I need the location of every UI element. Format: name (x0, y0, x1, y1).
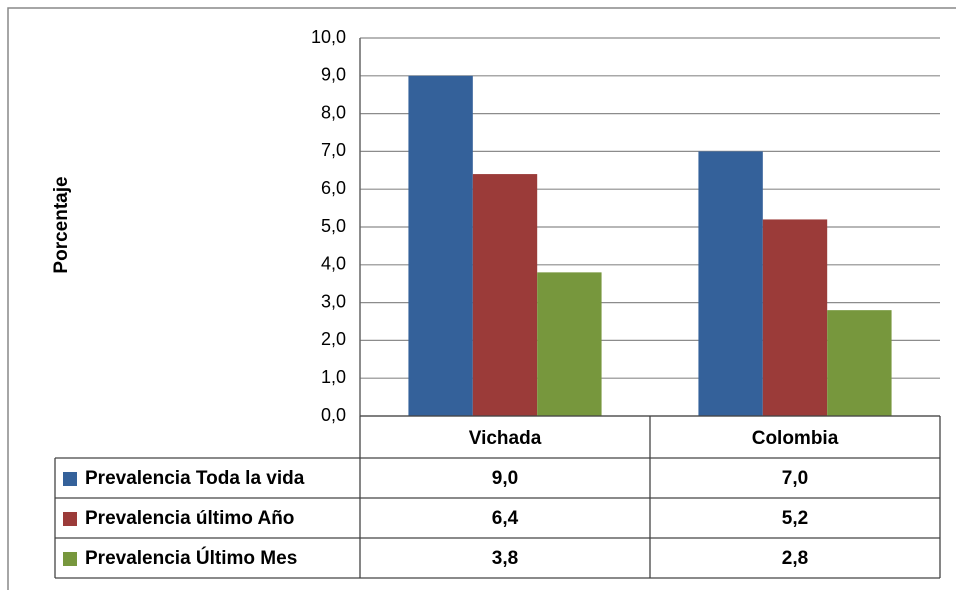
table-cell: 3,8 (492, 548, 518, 569)
y-tick-label: 9,0 (321, 65, 346, 85)
table-header: Colombia (752, 428, 839, 449)
y-tick-label: 7,0 (321, 140, 346, 160)
y-tick-label: 0,0 (321, 405, 346, 425)
bar (698, 151, 763, 416)
y-tick-label: 3,0 (321, 291, 346, 311)
legend-label: Prevalencia último Año (85, 508, 294, 529)
table-cell: 2,8 (782, 548, 808, 569)
table-cell: 9,0 (492, 468, 518, 489)
legend-label: Prevalencia Último Mes (85, 547, 297, 569)
legend-swatch (63, 512, 77, 526)
table-cell: 5,2 (782, 508, 808, 529)
bar (472, 174, 538, 416)
y-tick-label: 8,0 (321, 102, 346, 122)
y-axis-label: Porcentaje (51, 176, 72, 273)
y-tick-label: 1,0 (321, 367, 346, 387)
table-cell: 6,4 (492, 508, 519, 529)
bar (408, 75, 473, 417)
bar (827, 310, 892, 416)
y-tick-label: 5,0 (321, 216, 346, 236)
table-cell: 7,0 (782, 468, 808, 489)
y-tick-label: 6,0 (321, 178, 346, 198)
bar (762, 219, 828, 416)
y-tick-label: 2,0 (321, 329, 346, 349)
table-header: Vichada (469, 428, 542, 449)
y-tick-label: 4,0 (321, 254, 346, 274)
y-tick-label: 10,0 (311, 27, 346, 47)
legend-label: Prevalencia Toda la vida (85, 468, 305, 489)
legend-swatch (63, 552, 77, 566)
legend-swatch (63, 472, 77, 486)
bar (537, 272, 602, 416)
frame (7, 7, 956, 590)
